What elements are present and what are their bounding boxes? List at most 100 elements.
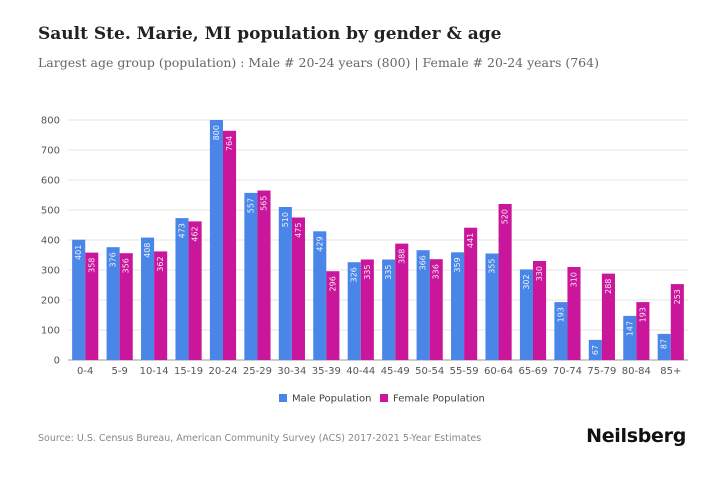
brand-logo: Neilsberg bbox=[586, 425, 686, 447]
chart-title: Sault Ste. Marie, MI population by gende… bbox=[38, 24, 502, 44]
x-tick-label: 65-69 bbox=[518, 366, 547, 377]
female-bar-5-9 bbox=[119, 253, 133, 360]
male-bar-70-74 bbox=[554, 302, 568, 360]
female-value-label: 388 bbox=[397, 249, 406, 264]
female-bar-25-29 bbox=[257, 190, 271, 360]
male-value-label: 193 bbox=[556, 307, 565, 322]
male-bar-65-69 bbox=[519, 269, 533, 360]
female-value-label: 764 bbox=[225, 136, 234, 151]
male-bar-30-34 bbox=[278, 207, 292, 360]
male-value-label: 87 bbox=[660, 339, 669, 349]
male-value-label: 359 bbox=[453, 257, 462, 272]
gridlines bbox=[68, 119, 688, 361]
female-bar-0-4 bbox=[85, 252, 99, 360]
male-bar-15-19 bbox=[175, 218, 189, 360]
female-bar-75-79 bbox=[601, 273, 615, 360]
female-legend-swatch bbox=[380, 394, 388, 402]
female-value-label: 475 bbox=[294, 223, 303, 238]
male-value-label: 408 bbox=[143, 243, 152, 258]
male-value-label: 302 bbox=[522, 274, 531, 289]
male-bar-5-9 bbox=[106, 247, 120, 360]
chart-subtitle: Largest age group (population) : Male # … bbox=[38, 55, 599, 70]
male-legend-label: Male Population bbox=[292, 394, 371, 405]
x-axis-ticks: 0-4 5-9 10-14 15-19 20-24 25-29 30-34 35-39 40-4… bbox=[77, 366, 681, 377]
female-value-label: 310 bbox=[569, 272, 578, 287]
male-value-label: 366 bbox=[419, 255, 428, 270]
female-value-label: 565 bbox=[259, 196, 268, 211]
female-bar-85+ bbox=[670, 284, 684, 360]
x-tick-label: 45-49 bbox=[381, 366, 410, 377]
female-bar-20-24 bbox=[223, 130, 237, 360]
female-value-label: 193 bbox=[638, 307, 647, 322]
male-bar-40-44 bbox=[347, 262, 361, 360]
male-bar-10-14 bbox=[141, 237, 155, 360]
male-value-label: 401 bbox=[74, 245, 83, 260]
male-value-label: 67 bbox=[591, 345, 600, 355]
female-value-label: 330 bbox=[535, 266, 544, 281]
x-tick-label: 50-54 bbox=[415, 366, 444, 377]
female-bar-40-44 bbox=[360, 259, 374, 360]
female-value-label: 253 bbox=[673, 289, 682, 304]
male-bar-75-79 bbox=[588, 339, 602, 360]
x-tick-label: 70-74 bbox=[553, 366, 582, 377]
male-bar-45-49 bbox=[382, 259, 396, 360]
male-bar-80-84 bbox=[623, 315, 637, 360]
male-value-label: 355 bbox=[488, 259, 497, 274]
female-value-label: 296 bbox=[328, 276, 337, 291]
female-bar-70-74 bbox=[567, 267, 581, 360]
female-bar-65-69 bbox=[533, 261, 547, 360]
female-bar-80-84 bbox=[636, 302, 650, 360]
female-value-label: 336 bbox=[432, 264, 441, 279]
y-tick-label: 100 bbox=[41, 326, 60, 337]
x-tick-label: 30-34 bbox=[277, 366, 306, 377]
x-tick-label: 20-24 bbox=[208, 366, 237, 377]
female-bar-10-14 bbox=[154, 251, 168, 360]
male-value-label: 429 bbox=[315, 236, 324, 251]
male-value-label: 510 bbox=[281, 212, 290, 227]
male-bar-35-39 bbox=[313, 231, 327, 360]
x-tick-label: 10-14 bbox=[140, 366, 169, 377]
x-tick-label: 80-84 bbox=[622, 366, 651, 377]
female-bar-50-54 bbox=[429, 259, 443, 360]
female-legend-label: Female Population bbox=[393, 394, 485, 405]
x-tick-label: 55-59 bbox=[450, 366, 479, 377]
y-tick-label: 700 bbox=[41, 146, 60, 157]
male-bar-85+ bbox=[657, 333, 671, 360]
female-value-label: 441 bbox=[466, 233, 475, 248]
male-bar-55-59 bbox=[451, 252, 465, 360]
y-tick-label: 500 bbox=[41, 206, 60, 217]
male-value-label: 376 bbox=[109, 252, 118, 267]
y-tick-label: 0 bbox=[54, 356, 60, 367]
female-value-label: 288 bbox=[604, 279, 613, 294]
y-tick-label: 800 bbox=[41, 116, 60, 127]
male-value-label: 473 bbox=[178, 223, 187, 238]
male-bar-0-4 bbox=[72, 239, 86, 360]
y-tick-label: 600 bbox=[41, 176, 60, 187]
y-tick-label: 200 bbox=[41, 296, 60, 307]
y-axis-ticks: 0 100 200 300 400 500 600 700 800 bbox=[41, 116, 60, 367]
legend: Male Population Female Population bbox=[279, 394, 485, 405]
male-value-label: 147 bbox=[625, 321, 634, 336]
female-value-label: 358 bbox=[87, 258, 96, 273]
female-bar-15-19 bbox=[188, 221, 202, 360]
female-bar-55-59 bbox=[464, 227, 478, 360]
x-tick-label: 25-29 bbox=[243, 366, 272, 377]
female-bar-35-39 bbox=[326, 271, 340, 360]
x-tick-label: 85+ bbox=[660, 366, 681, 377]
source-note: Source: U.S. Census Bureau, American Com… bbox=[38, 433, 482, 444]
x-tick-label: 40-44 bbox=[346, 366, 375, 377]
female-value-label: 362 bbox=[156, 256, 165, 271]
female-value-label: 520 bbox=[501, 209, 510, 224]
x-tick-label: 5-9 bbox=[111, 366, 127, 377]
female-value-label: 462 bbox=[191, 226, 200, 241]
male-value-label: 335 bbox=[384, 265, 393, 280]
male-legend-swatch bbox=[279, 394, 287, 402]
male-bar-50-54 bbox=[416, 250, 430, 360]
male-bar-25-29 bbox=[244, 192, 258, 360]
male-value-label: 326 bbox=[350, 267, 359, 282]
male-value-label: 557 bbox=[246, 198, 255, 213]
female-bar-45-49 bbox=[395, 243, 409, 360]
x-tick-label: 75-79 bbox=[587, 366, 616, 377]
y-tick-label: 300 bbox=[41, 266, 60, 277]
